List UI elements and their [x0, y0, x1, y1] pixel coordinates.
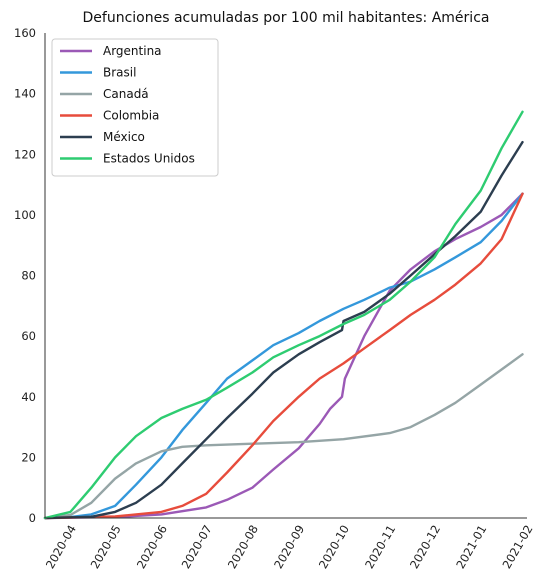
series-line — [43, 353, 524, 520]
series-layer — [43, 110, 524, 520]
y-tick-labels: 0 20 40 60 80 100 120 140 160 — [14, 26, 36, 525]
y-tick-label: 160 — [14, 26, 36, 40]
y-tick-label: 140 — [14, 87, 36, 101]
y-tick-label: 0 — [29, 511, 36, 525]
series-line — [43, 192, 524, 520]
y-tick-label: 120 — [14, 147, 36, 161]
legend-label: Argentina — [103, 44, 162, 58]
legend: Argentina Brasil Canadá Colombia México Estad… — [51, 38, 219, 177]
y-tick-label: 60 — [21, 329, 36, 343]
chart-title: Defunciones acumuladas por 100 mil habit… — [83, 10, 490, 26]
series-line — [43, 140, 524, 520]
y-tick-label: 40 — [21, 390, 36, 404]
series-line — [43, 192, 524, 520]
legend-label: Brasil — [103, 66, 136, 80]
legend-label: Colombia — [103, 109, 159, 123]
legend-label: Canadá — [103, 87, 149, 101]
y-tick-label: 100 — [14, 208, 36, 222]
y-tick-label: 20 — [21, 450, 36, 464]
series-line — [43, 110, 524, 520]
series-line — [43, 192, 524, 520]
legend-label: México — [103, 130, 145, 144]
legend-box — [51, 38, 219, 177]
legend-label: Estados Unidos — [103, 152, 195, 166]
y-tick-label: 80 — [21, 269, 36, 283]
